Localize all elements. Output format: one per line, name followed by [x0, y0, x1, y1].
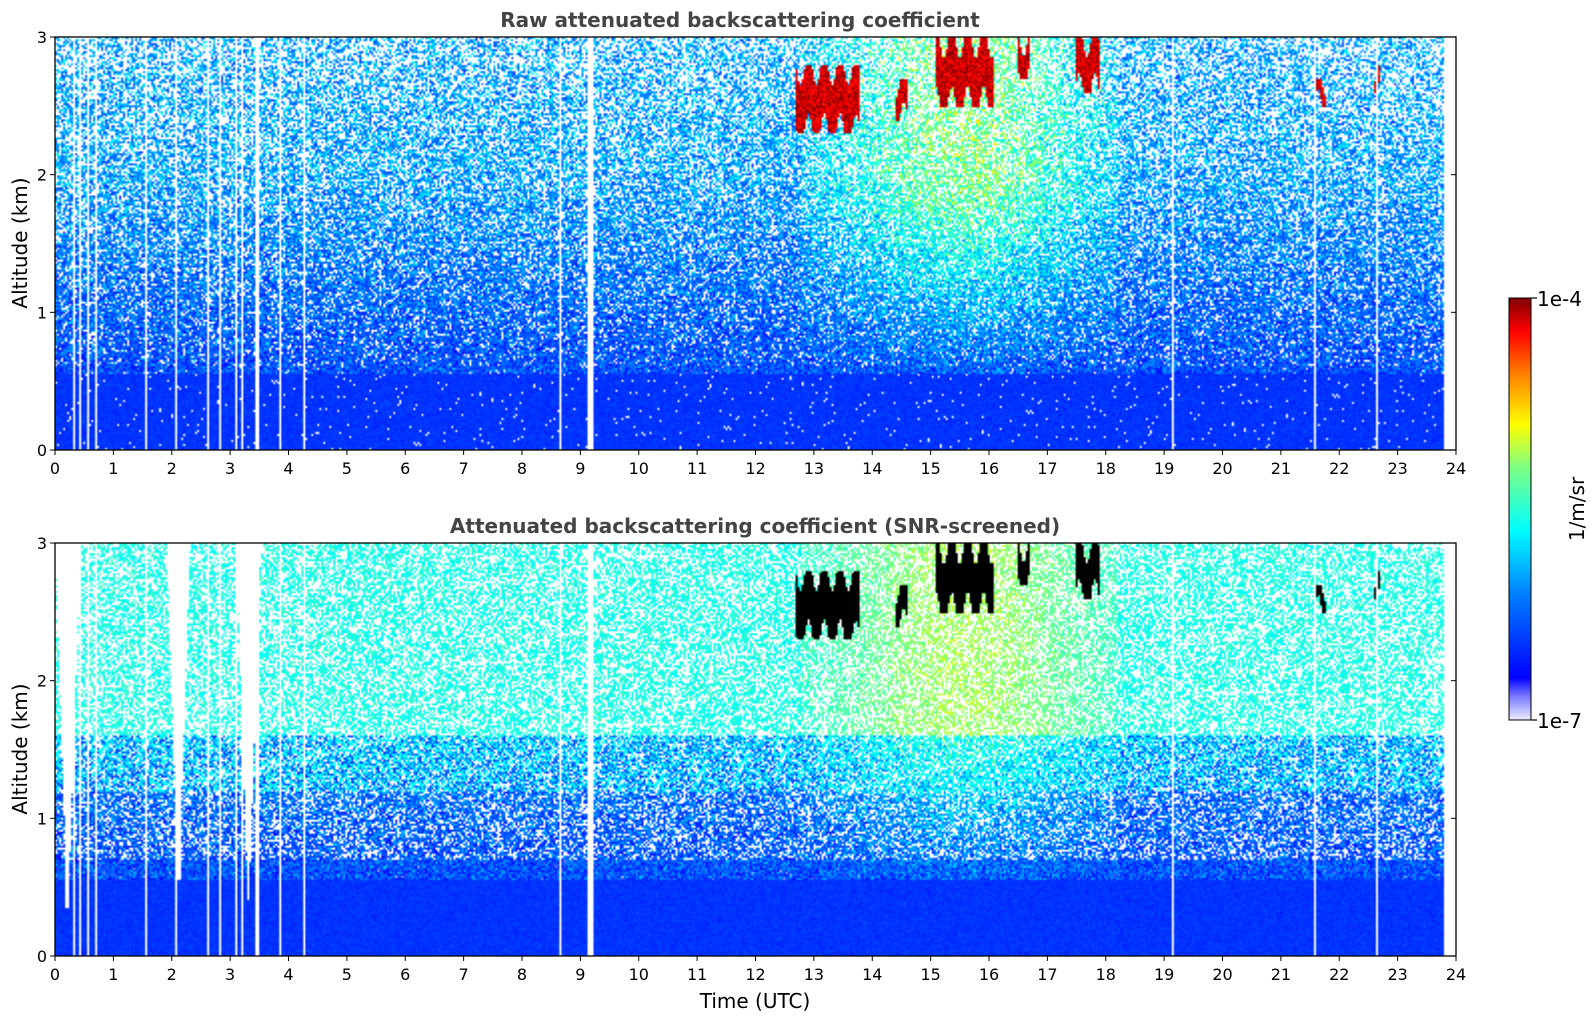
x-tick-label: 24 [1446, 459, 1466, 478]
x-tick-label: 3 [225, 459, 235, 478]
x-tick-label: 15 [920, 965, 940, 984]
x-tick-label: 7 [459, 965, 469, 984]
x-tick-label: 7 [459, 459, 469, 478]
x-tick-label: 13 [804, 965, 824, 984]
panel-screened: Attenuated backscattering coefficient (S… [8, 514, 1466, 1013]
x-tick-label: 23 [1387, 965, 1407, 984]
colorbar-min-label: 1e-7 [1537, 709, 1582, 733]
x-tick-label: 17 [1037, 459, 1057, 478]
chart-title: Raw attenuated backscattering coefficien… [500, 8, 980, 32]
x-tick-label: 18 [1096, 965, 1116, 984]
x-tick-label: 16 [979, 965, 999, 984]
x-tick-label: 20 [1212, 965, 1232, 984]
x-tick-label: 19 [1154, 459, 1174, 478]
x-tick-label: 20 [1212, 459, 1232, 478]
x-tick-label: 16 [979, 459, 999, 478]
x-tick-label: 9 [575, 965, 585, 984]
x-tick-label: 6 [400, 965, 410, 984]
chart-title: Attenuated backscattering coefficient (S… [450, 514, 1060, 538]
x-tick-label: 21 [1271, 459, 1291, 478]
x-tick-label: 22 [1329, 459, 1349, 478]
x-tick-label: 4 [283, 965, 293, 984]
x-tick-label: 11 [687, 965, 707, 984]
x-tick-label: 22 [1329, 965, 1349, 984]
x-tick-label: 3 [225, 965, 235, 984]
colorbar-max-label: 1e-4 [1537, 287, 1582, 311]
x-tick-label: 2 [167, 965, 177, 984]
x-tick-label: 17 [1037, 965, 1057, 984]
y-tick-label: 1 [37, 303, 47, 322]
x-tick-label: 1 [108, 459, 118, 478]
x-tick-label: 1 [108, 965, 118, 984]
x-tick-label: 14 [862, 459, 882, 478]
axis-ticks: 0 1 2 3 4 5 6 7 8 9 10 11 12 13 14 15 16 17 18 19 20 21 22 23 24… [37, 534, 1466, 984]
x-tick-label: 0 [50, 965, 60, 984]
x-tick-label: 10 [629, 459, 649, 478]
x-tick-label: 18 [1096, 459, 1116, 478]
y-tick-label: 2 [37, 672, 47, 691]
y-tick-label: 0 [37, 947, 47, 966]
y-axis-label: Altitude (km) [8, 177, 32, 308]
x-tick-label: 19 [1154, 965, 1174, 984]
x-tick-label: 9 [575, 459, 585, 478]
x-tick-label: 6 [400, 459, 410, 478]
x-tick-label: 14 [862, 965, 882, 984]
x-tick-label: 23 [1387, 459, 1407, 478]
heatmap-screened [55, 543, 1456, 956]
y-tick-label: 3 [37, 534, 47, 553]
x-tick-label: 15 [920, 459, 940, 478]
x-tick-label: 5 [342, 459, 352, 478]
x-tick-label: 8 [517, 965, 527, 984]
x-tick-label: 4 [283, 459, 293, 478]
x-tick-label: 11 [687, 459, 707, 478]
x-tick-label: 5 [342, 965, 352, 984]
x-tick-label: 0 [50, 459, 60, 478]
colorbar: 1e-4 1e-7 1/m/sr [1508, 287, 1589, 733]
y-tick-label: 1 [37, 809, 47, 828]
y-tick-label: 3 [37, 28, 47, 47]
colorbar-unit-label: 1/m/sr [1565, 476, 1589, 541]
colorbar-gradient [1508, 297, 1532, 721]
x-tick-label: 12 [745, 459, 765, 478]
x-tick-label: 21 [1271, 965, 1291, 984]
x-tick-label: 8 [517, 459, 527, 478]
heatmap-raw [55, 37, 1456, 450]
x-tick-label: 24 [1446, 965, 1466, 984]
y-axis-label: Altitude (km) [8, 683, 32, 814]
x-axis-label: Time (UTC) [699, 989, 811, 1013]
x-tick-label: 13 [804, 459, 824, 478]
panel-raw: Raw attenuated backscattering coefficien… [8, 8, 1466, 478]
y-tick-label: 2 [37, 166, 47, 185]
y-tick-label: 0 [37, 441, 47, 460]
x-tick-label: 12 [745, 965, 765, 984]
x-tick-label: 10 [629, 965, 649, 984]
x-tick-label: 2 [167, 459, 177, 478]
axis-ticks: 0 1 2 3 4 5 6 7 8 9 10 11 12 13 14 15 16 17 18 19 20 21 22 23 24… [37, 28, 1466, 478]
